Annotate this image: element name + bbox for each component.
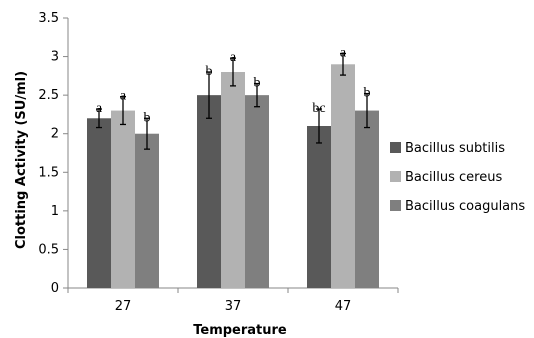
y-tick-label: 2 (51, 127, 59, 142)
legend: Bacillus subtilis Bacillus cereus Bacillus… (390, 141, 525, 214)
significance-label: a (120, 89, 127, 104)
y-tick-label: 2.5 (38, 88, 59, 103)
legend-label: Bacillus subtilis (405, 141, 505, 156)
legend-swatch (390, 171, 401, 182)
bar (135, 133, 159, 288)
significance-label: b (206, 64, 213, 79)
legend-label: Bacillus cereus (405, 170, 502, 185)
y-tick-label: 3.5 (38, 11, 59, 26)
bar (245, 95, 269, 289)
significance-label: b (254, 76, 261, 91)
significance-label: b (364, 86, 371, 101)
y-tick-label: 1.5 (38, 165, 59, 180)
bar (197, 95, 221, 289)
significance-label: bc (312, 101, 325, 116)
y-axis-title: Clotting Activity (SU/ml) (14, 71, 29, 249)
bar (87, 118, 111, 289)
significance-label: a (230, 50, 237, 65)
axes-layer: 0 0.5 1 1.5 2 2.5 3 3.5 27 37 47 (38, 11, 399, 314)
legend-swatch (390, 142, 401, 153)
significance-label: a (96, 101, 103, 116)
bar (111, 110, 135, 288)
significance-label: b (144, 110, 151, 125)
y-tick-label: 1 (51, 204, 59, 219)
x-tick-label: 47 (335, 299, 352, 314)
bar (331, 64, 355, 289)
x-tick-label: 27 (115, 299, 132, 314)
significance-label: a (340, 45, 347, 60)
x-tick-label: 37 (225, 299, 242, 314)
labels-layer: a a b b a b bc a b (96, 45, 371, 125)
y-tick-label: 0.5 (38, 242, 59, 257)
bars-layer (87, 52, 379, 289)
y-tick-label: 3 (51, 50, 59, 65)
legend-swatch (390, 200, 401, 211)
bar (307, 126, 331, 288)
legend-label: Bacillus coagulans (405, 199, 525, 214)
y-tick-label: 0 (51, 281, 59, 296)
bar (221, 72, 245, 288)
x-axis-title: Temperature (193, 323, 287, 338)
bar (355, 110, 379, 288)
